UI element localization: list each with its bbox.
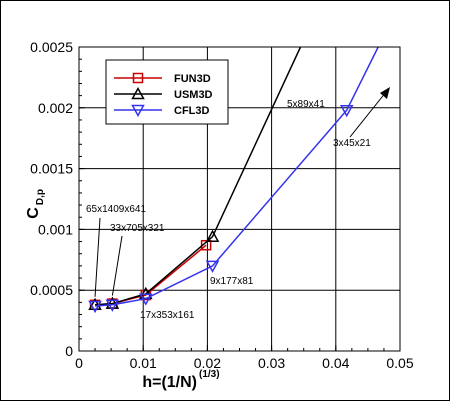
legend-label: CFL3D [174, 105, 210, 117]
x-tick-label: 0.05 [386, 355, 413, 371]
legend: FUN3D USM3D CFL3D [105, 59, 229, 125]
data-point [205, 260, 220, 273]
x-tick-label: 0 [75, 355, 83, 371]
annotation-label: 65x1409x641 [86, 204, 146, 215]
annotations: 65x1409x641 33x705x321 17x353x161 9x177x81 5… [86, 87, 390, 321]
y-axis-label-subscript: D,p [35, 189, 46, 205]
legend-marker [131, 104, 145, 118]
x-axis-label-exponent: (1/3) [199, 369, 220, 380]
data-point [105, 299, 120, 312]
x-tick-label: 0.03 [258, 355, 285, 371]
legend-label: FUN3D [174, 73, 211, 85]
plot-border [78, 46, 401, 352]
arrow [349, 87, 390, 138]
annotation-leader [94, 217, 101, 297]
x-tick-label: 0.01 [130, 355, 157, 371]
annotation-label: 17x353x161 [140, 310, 195, 321]
tick-labels: 0 0.01 0.02 0.03 0.04 0.05 0 0.0005 0.001 0.0015 0… [30, 39, 414, 371]
data-point [138, 293, 153, 306]
legend-box [105, 59, 229, 125]
arrow-shaft [349, 91, 387, 138]
legend-marker [131, 86, 145, 100]
annotation-label: 5x89x41 [287, 99, 325, 110]
annotation-label: 9x177x81 [210, 276, 254, 287]
legend-label: USM3D [174, 89, 213, 101]
y-tick-label: 0.002 [38, 100, 73, 116]
legend-marker [132, 72, 144, 84]
annotation-leader [111, 235, 123, 296]
data-point [88, 300, 102, 314]
annotation-label: 33x705x321 [110, 223, 165, 234]
axes [78, 46, 401, 352]
x-axis-label: h=(1/N) [142, 374, 197, 391]
y-tick-label: 0.0025 [30, 39, 73, 55]
y-tick-label: 0.001 [38, 221, 73, 237]
x-tick-label: 0.02 [194, 355, 221, 371]
series-cfl3d [88, 47, 379, 314]
arrow-head [380, 87, 390, 99]
data-point [88, 297, 102, 311]
y-axis-title: C D,p [25, 189, 46, 219]
series-layer [88, 47, 379, 314]
x-axis-title: h=(1/N) (1/3) [142, 369, 219, 391]
y-tick-label: 0.0005 [30, 282, 73, 298]
y-axis-label: C [25, 207, 42, 219]
y-tick-label: 0 [65, 343, 73, 359]
data-point [339, 104, 354, 118]
y-tick-label: 0.0015 [30, 161, 73, 177]
data-point [105, 296, 120, 309]
data-point [205, 229, 220, 242]
annotation-label: 3x45x21 [333, 138, 371, 149]
x-tick-label: 0.04 [322, 355, 349, 371]
